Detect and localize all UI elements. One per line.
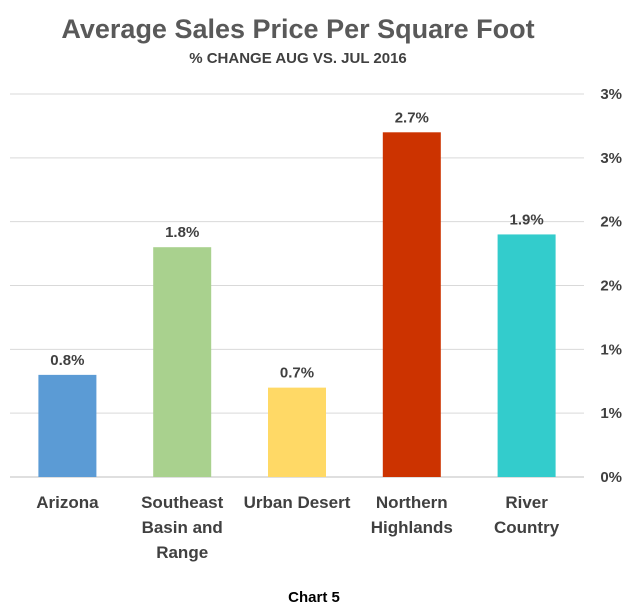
bar <box>268 387 326 477</box>
data-label: 1.9% <box>509 211 543 228</box>
y-tick-label: 0% <box>600 469 622 486</box>
category-labels: Arizona Southeast Basin and Range Urban Dese… <box>36 493 559 562</box>
data-label: 2.7% <box>395 109 429 126</box>
y-tick-label: 3% <box>600 86 622 103</box>
category-label: Country <box>494 518 560 537</box>
y-tick-label: 3% <box>600 150 622 167</box>
y-tick-label: 2% <box>600 278 622 295</box>
y-tick-label: 1% <box>600 405 622 422</box>
bar <box>382 132 441 478</box>
category-label: Basin and <box>142 518 223 537</box>
data-label: 0.7% <box>280 365 314 382</box>
bar <box>497 234 556 477</box>
data-label: 0.8% <box>50 352 84 369</box>
category-label: Range <box>156 543 208 562</box>
category-label: Urban Desert <box>244 493 351 512</box>
y-tick-label: 1% <box>600 341 622 358</box>
bar <box>38 374 97 477</box>
data-labels: 0.8% 1.8% 0.7% 2.7% 1.9% <box>50 109 543 381</box>
y-axis-ticks: 0% 1% 1% 2% 2% 3% 3% <box>600 86 622 486</box>
bar <box>153 247 212 477</box>
data-label: 1.8% <box>165 224 199 241</box>
category-label: River <box>505 493 548 512</box>
bars <box>38 132 556 478</box>
chart-subtitle: % CHANGE AUG VS. JUL 2016 <box>189 50 407 67</box>
chart-title: Average Sales Price Per Square Foot <box>61 14 534 44</box>
category-label: Southeast <box>141 493 224 512</box>
category-label: Highlands <box>371 518 453 537</box>
gridlines <box>10 93 584 478</box>
category-label: Arizona <box>36 493 99 512</box>
y-tick-label: 2% <box>600 214 622 231</box>
category-label: Northern <box>376 493 448 512</box>
chart-caption: Chart 5 <box>288 589 340 606</box>
